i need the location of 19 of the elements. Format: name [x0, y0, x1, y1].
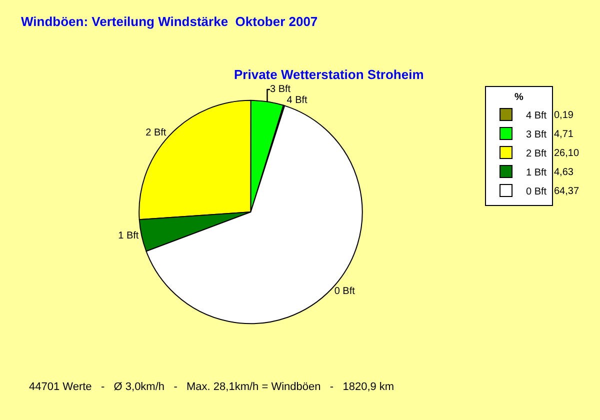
legend-label: 2 Bft [526, 148, 547, 160]
slice-label: 3 Bft [270, 84, 291, 95]
legend-label: 3 Bft [526, 129, 547, 140]
data-label: 26,10 [554, 148, 580, 159]
data-label: 4,63 [554, 167, 574, 178]
legend-title: % [514, 92, 524, 103]
data-label: 4,71 [554, 129, 574, 140]
chart-subtitle: Private Wetterstation Stroheim [234, 67, 424, 82]
legend-label: 4 Bft [526, 110, 547, 122]
legend-label: 0 Bft [526, 186, 547, 198]
slice-label: 0 Bft [334, 286, 356, 297]
slice-label: 4 Bft [286, 94, 308, 106]
chart-title: Windböen: Verteilung Windstärke Oktober 2007 [21, 14, 318, 29]
legend-label: 1 Bft [526, 167, 547, 178]
slice-label: 1 Bft [118, 230, 139, 242]
slice-label: 2 Bft [146, 128, 166, 139]
data-label: 0,19 [554, 110, 574, 121]
data-label: 64,37 [554, 186, 580, 197]
text: 44701 Werte - Ø 3,0km/h - Max. 28,1km/h = Windböen - 1820,9 km [29, 381, 394, 393]
